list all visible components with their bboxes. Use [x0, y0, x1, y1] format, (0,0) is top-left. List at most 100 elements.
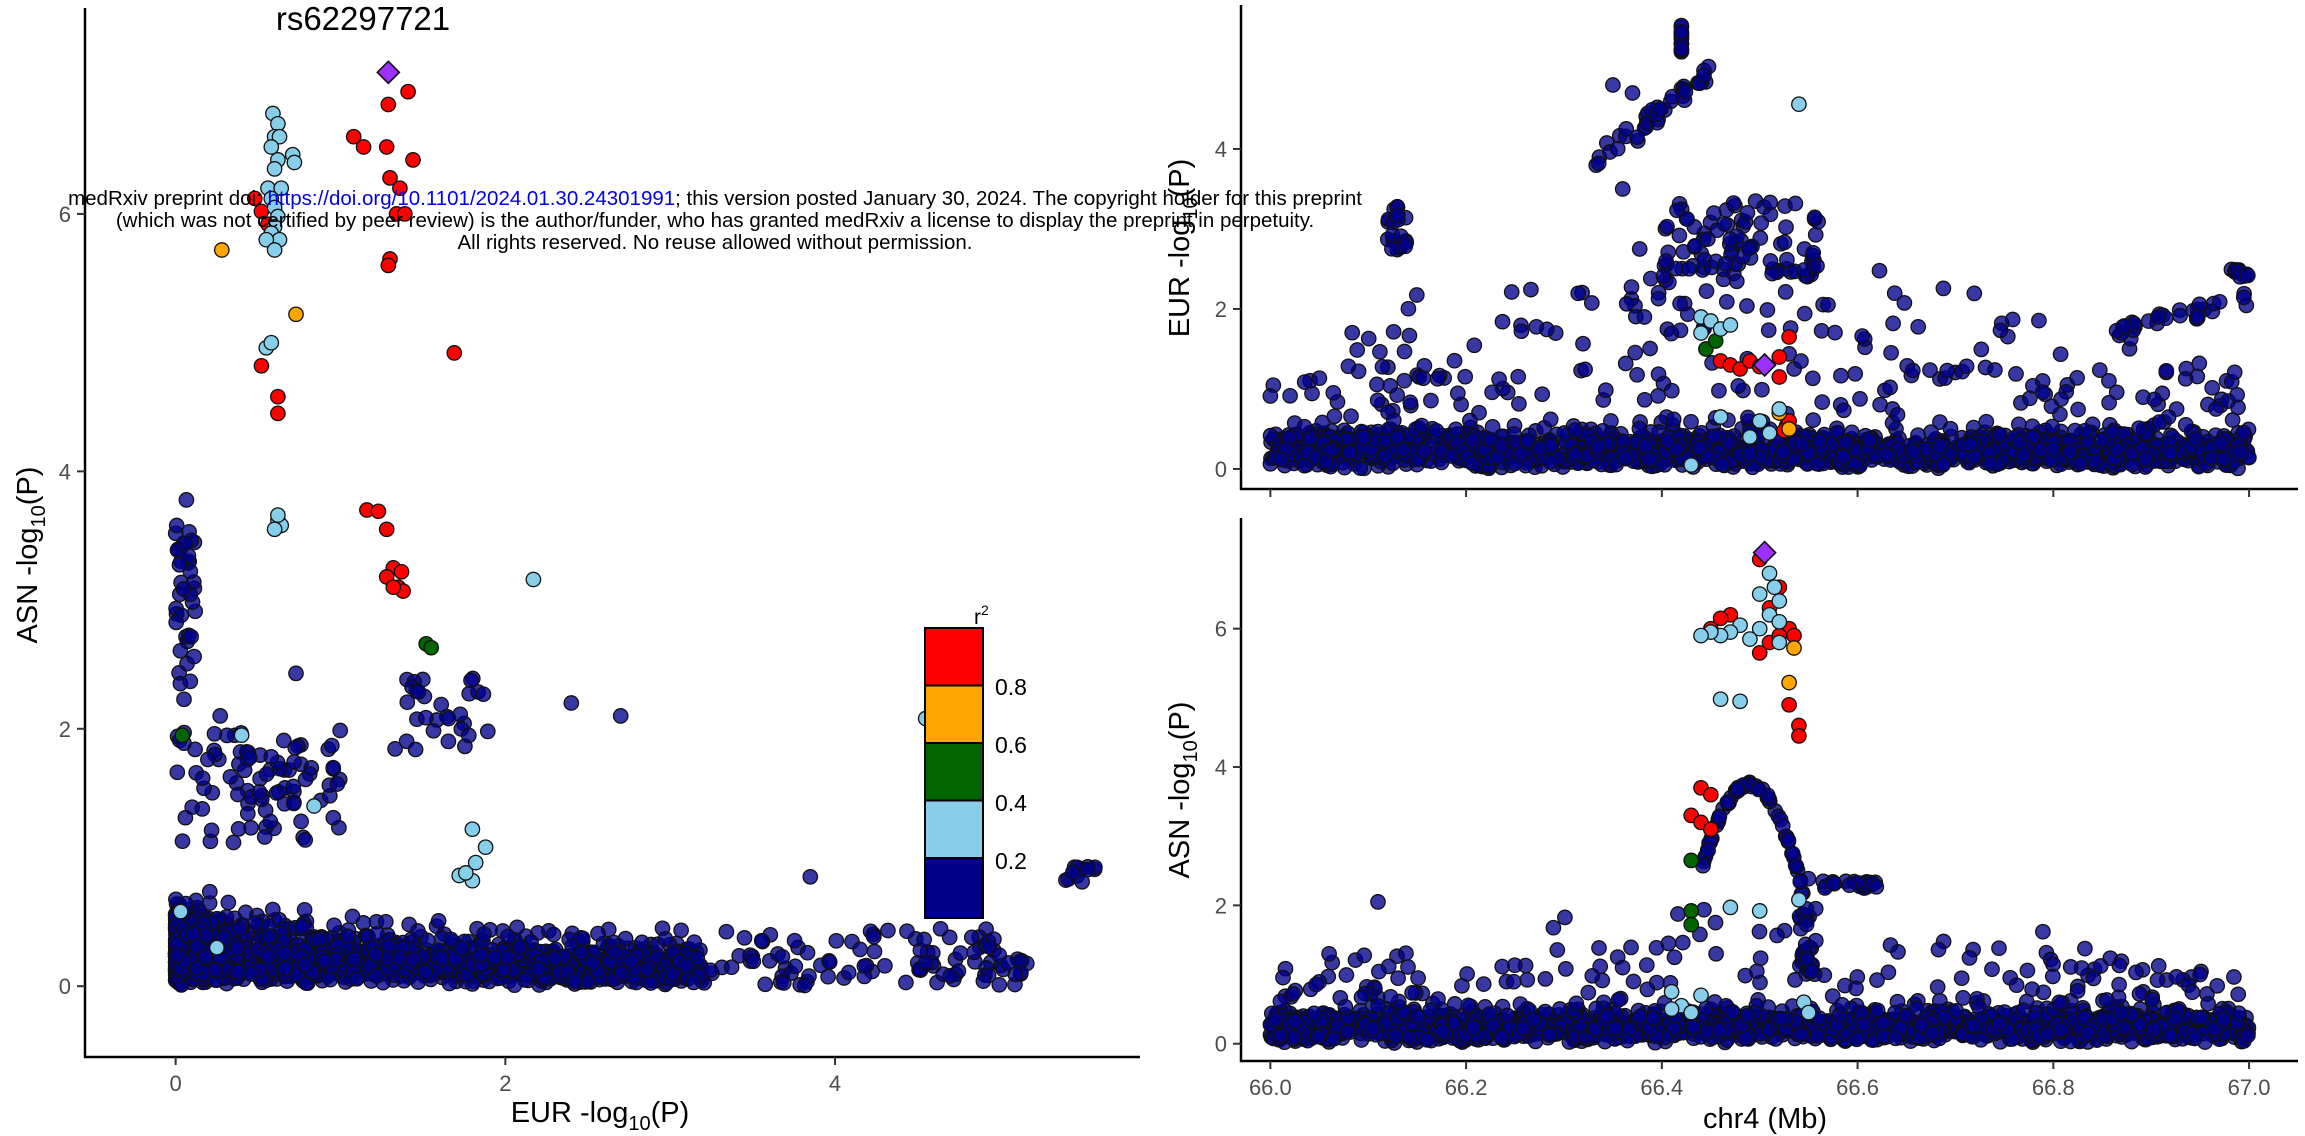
data-point: [464, 821, 481, 838]
data-point: [410, 923, 426, 939]
data-point: [525, 571, 542, 588]
data-point: [1575, 335, 1591, 352]
data-point: [1793, 353, 1809, 369]
data-point: [865, 928, 882, 945]
data-point: [177, 535, 194, 552]
data-point: [258, 766, 275, 783]
data-point: [2177, 416, 2194, 433]
data-point: [263, 748, 280, 765]
data-point: [1791, 96, 1807, 113]
data-point: [1464, 432, 1481, 449]
data-point: [2162, 444, 2179, 461]
data-point: [1446, 352, 1463, 369]
data-point: [2052, 346, 2069, 363]
data-point: [1597, 382, 1614, 399]
data-point: [1624, 85, 1641, 101]
data-point: [2008, 366, 2024, 382]
data-point: [981, 938, 998, 955]
data-point: [2070, 401, 2086, 418]
data-point: [1779, 251, 1795, 268]
x-tick-label: 0: [170, 1071, 182, 1096]
data-point: [1372, 343, 1388, 360]
left-chart-title: rs62297721: [276, 0, 450, 37]
data-point: [1262, 388, 1279, 404]
data-point: [317, 952, 333, 969]
data-point: [263, 334, 280, 351]
data-point: [1754, 381, 1770, 398]
data-point: [1447, 421, 1464, 438]
data-point: [1718, 293, 1735, 310]
data-point: [430, 913, 447, 929]
data-point: [634, 934, 650, 951]
data-point: [239, 805, 256, 822]
data-point: [852, 941, 868, 958]
data-point: [942, 968, 959, 984]
data-point: [393, 563, 410, 580]
data-point: [1577, 361, 1593, 378]
data-point: [1776, 234, 1793, 251]
data-point: [1922, 362, 1938, 378]
data-point: [678, 957, 695, 974]
data-point: [1883, 344, 1899, 361]
data-point: [1807, 226, 1824, 243]
data-point: [1711, 382, 1727, 399]
legend-swatch-0-0-0-2: [924, 857, 984, 919]
data-point: [1491, 371, 1507, 388]
data-point: [1655, 268, 1672, 284]
data-point: [212, 708, 229, 724]
data-point: [1811, 432, 1828, 449]
data-point: [378, 139, 395, 155]
data-point: [1835, 402, 1852, 419]
data-point: [657, 931, 674, 947]
data-point: [270, 388, 286, 405]
data-point: [1523, 281, 1539, 298]
data-point: [1402, 394, 1419, 411]
data-point: [1973, 341, 1990, 358]
data-point: [590, 925, 606, 942]
data-point: [1905, 443, 1921, 460]
data-point: [2188, 431, 2204, 447]
data-point: [1958, 358, 1975, 375]
data-point: [326, 917, 342, 934]
data-point: [418, 709, 434, 726]
data-point: [380, 96, 397, 113]
data-point: [1804, 370, 1821, 387]
data-point: [1519, 432, 1536, 449]
data-point: [200, 751, 216, 768]
data-point: [2015, 446, 2032, 463]
data-point: [2208, 401, 2224, 417]
data-point: [1896, 295, 1913, 311]
data-point: [1725, 195, 1742, 211]
data-point: [1742, 429, 1758, 445]
data-point: [686, 934, 703, 951]
data-point: [1464, 455, 1480, 471]
data-point: [1683, 457, 1700, 473]
data-point: [1609, 140, 1626, 157]
data-point: [1771, 369, 1788, 385]
data-point: [446, 345, 463, 361]
data-point: [877, 957, 893, 974]
data-point: [266, 161, 283, 177]
data-point: [2045, 441, 2062, 458]
data-point: [270, 115, 286, 132]
data-point: [1542, 438, 1559, 455]
data-point: [1007, 966, 1024, 983]
data-point: [377, 913, 394, 930]
data-point: [2229, 386, 2245, 403]
data-point: [2204, 379, 2221, 396]
data-point: [899, 923, 915, 940]
data-point: [286, 754, 302, 770]
data-point: [476, 926, 492, 942]
data-point: [1714, 456, 1730, 473]
data-point: [1396, 343, 1413, 360]
data-point: [1777, 284, 1794, 300]
data-point: [1739, 204, 1756, 221]
data-point: [270, 405, 286, 422]
data-point: [296, 957, 313, 973]
data-point: [499, 949, 515, 966]
legend-label-0-6: 0.6: [995, 732, 1027, 758]
data-point: [1449, 385, 1466, 402]
data-point: [1679, 211, 1695, 227]
data-point: [2232, 444, 2249, 460]
